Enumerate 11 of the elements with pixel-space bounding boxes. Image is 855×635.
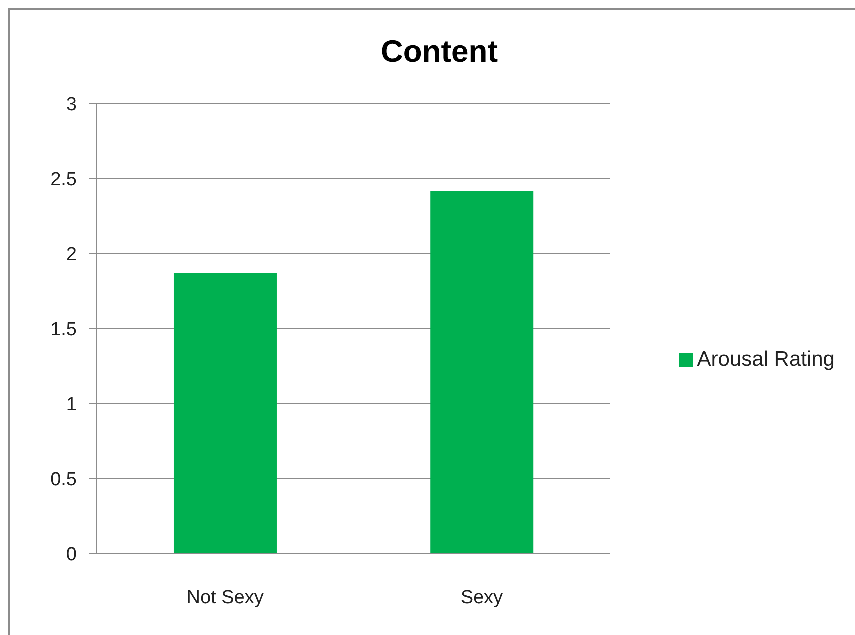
y-tick-label: 1 (66, 394, 77, 416)
x-tick-label: Not Sexy (186, 587, 264, 608)
y-tick-label: 1.5 (50, 320, 77, 341)
y-tick-label: 3 (66, 94, 77, 116)
chart-title: Content (380, 34, 500, 70)
y-tick-label: 2.5 (50, 170, 77, 191)
y-tick-label: 2 (66, 244, 77, 266)
x-tick-label: Sexy (460, 587, 504, 608)
y-tick-label: 0 (66, 544, 77, 566)
legend-label: Arousal Rating (697, 348, 835, 371)
y-tick-label: 0.5 (50, 470, 77, 491)
